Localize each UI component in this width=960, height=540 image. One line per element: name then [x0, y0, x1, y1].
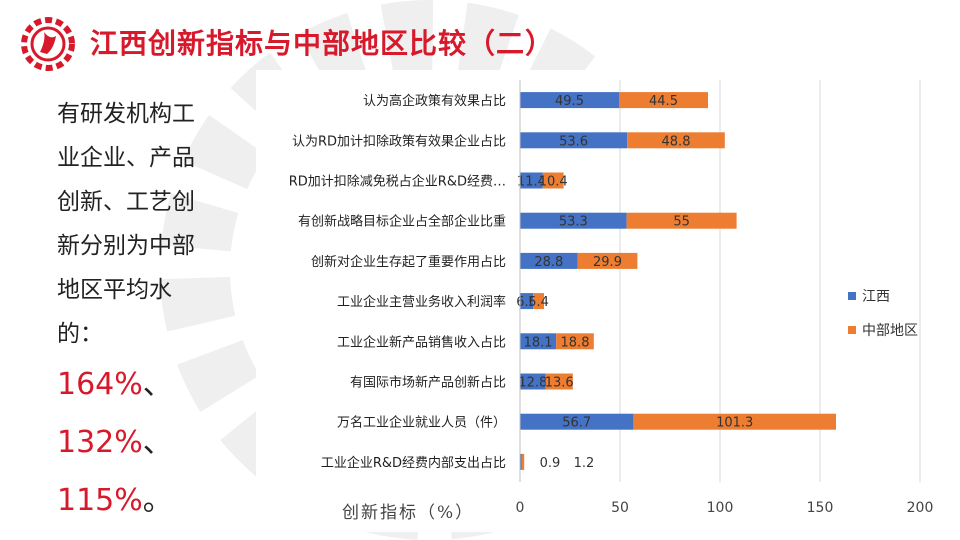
bar-central: [577, 252, 638, 269]
bar-central: [633, 413, 836, 430]
data-label: 49.5: [555, 94, 584, 109]
bar-jiangxi: [520, 212, 627, 229]
bar-jiangxi: [520, 252, 578, 269]
category-label: 万名工业企业就业人员（件）: [337, 415, 506, 431]
data-label: 56.7: [562, 416, 591, 431]
data-label: 18.1: [524, 335, 553, 350]
bar-central: [521, 453, 525, 470]
category-label: 工业企业新产品销售收入占比: [337, 334, 506, 350]
data-label: 44.5: [649, 94, 678, 109]
bar-jiangxi: [520, 172, 543, 189]
bar-jiangxi: [520, 373, 546, 390]
summary-line: 有研发机构工: [57, 101, 195, 127]
data-label: 28.8: [534, 255, 563, 270]
summary-text: 有研发机构工 业企业、产品 创新、工艺创 新分别为中部 地区平均水 的： 164…: [57, 92, 207, 530]
category-label: 有创新战略目标企业占全部企业比重: [298, 214, 506, 230]
legend-swatch: [848, 326, 856, 334]
data-label: 29.9: [593, 255, 622, 270]
legend-item: 江西: [848, 284, 918, 308]
percent-punct: 、: [142, 367, 173, 402]
category-label: 工业企业R&D经费内部支出占比: [321, 455, 506, 471]
percent-value: 132%: [57, 425, 143, 460]
bar-central: [626, 212, 737, 229]
data-label: 10.4: [539, 175, 568, 190]
data-label: 55: [673, 215, 690, 230]
x-tick-label: 150: [807, 500, 834, 516]
summary-line: 新分别为中部: [57, 233, 195, 259]
percent-punct: 。: [142, 483, 173, 518]
data-label: 101.3: [716, 416, 753, 431]
x-tick-label: 50: [611, 500, 629, 516]
gear-logo-icon: [21, 17, 75, 71]
category-label: 工业企业主营业务收入利润率: [337, 294, 506, 310]
bar-jiangxi: [520, 92, 619, 109]
bar-central: [619, 92, 708, 109]
data-label: 53.6: [559, 134, 588, 149]
chart-legend: 江西 中部地区: [848, 284, 918, 352]
data-label: 5.4: [528, 295, 549, 310]
bar-central: [556, 333, 594, 350]
legend-swatch: [848, 292, 856, 300]
percent-value: 115%: [57, 483, 143, 518]
data-label: 6.6: [516, 295, 537, 310]
percent-value: 164%: [57, 367, 143, 402]
stacked-bar-chart: 0 50 100 150 200 认为高企政策有效果占比 49.5 44.5 认为RD加计扣除政…: [289, 80, 934, 516]
bar-central: [533, 293, 544, 310]
category-label: 创新对企业生存起了重要作用占比: [311, 254, 506, 270]
percent-line: 115%。: [57, 472, 207, 530]
chart-area: 0 50 100 150 200 认为高企政策有效果占比 49.5 44.5 认为RD加计扣除政…: [256, 70, 936, 532]
data-label: 1.2: [574, 456, 595, 471]
summary-line: 的：: [57, 321, 103, 347]
legend-label: 江西: [862, 289, 890, 305]
bar-jiangxi: [520, 333, 557, 350]
bar-jiangxi: [520, 293, 534, 310]
percent-line: 164%、: [57, 356, 207, 414]
category-label: 认为RD加计扣除政策有效果企业占比: [292, 133, 506, 149]
bar-central: [627, 132, 725, 149]
legend-label: 中部地区: [862, 323, 918, 339]
bar-jiangxi: [520, 413, 634, 430]
data-label: 13.6: [545, 376, 574, 391]
bar-central: [545, 373, 573, 390]
x-axis-title: 创新指标（%）: [342, 503, 475, 523]
bar-central: [542, 172, 564, 189]
data-label: 53.3: [559, 215, 588, 230]
x-tick-label: 0: [516, 500, 525, 516]
x-tick-label: 100: [707, 500, 734, 516]
category-label: 认为高企政策有效果占比: [363, 93, 506, 109]
percent-line: 132%、: [57, 414, 207, 472]
category-label: RD加计扣除减免税占企业R&D经费…: [289, 174, 506, 190]
bar-jiangxi: [520, 453, 522, 470]
summary-line: 业企业、产品: [57, 145, 195, 171]
percent-punct: 、: [142, 425, 173, 460]
summary-line: 创新、工艺创: [57, 189, 195, 215]
legend-item: 中部地区: [848, 318, 918, 342]
x-tick-label: 200: [907, 500, 934, 516]
data-label: 11.4: [517, 175, 546, 190]
data-label: 0.9: [540, 456, 561, 471]
category-label: 有国际市场新产品创新占比: [350, 375, 506, 391]
slide-title: 江西创新指标与中部地区比较（二）: [90, 27, 555, 60]
data-label: 48.8: [662, 134, 691, 149]
data-label: 12.8: [518, 376, 547, 391]
data-label: 18.8: [561, 335, 590, 350]
bar-jiangxi: [520, 132, 628, 149]
summary-line: 地区平均水: [57, 277, 172, 303]
